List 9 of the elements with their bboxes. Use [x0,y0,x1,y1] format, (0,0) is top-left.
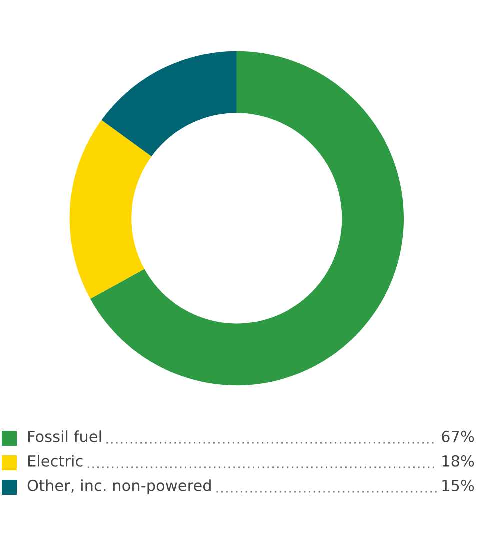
legend-label: Other, inc. non-powered [28,480,211,494]
donut-slice [102,51,237,157]
legend-label: Electric [28,455,83,467]
data-label: 67% [442,430,474,442]
data-label: 18% [442,455,474,467]
donut-slice [90,51,404,386]
legend-label: Fossil fuel [28,430,102,442]
donut-slice [70,120,152,299]
data-label: 15% [442,480,474,492]
